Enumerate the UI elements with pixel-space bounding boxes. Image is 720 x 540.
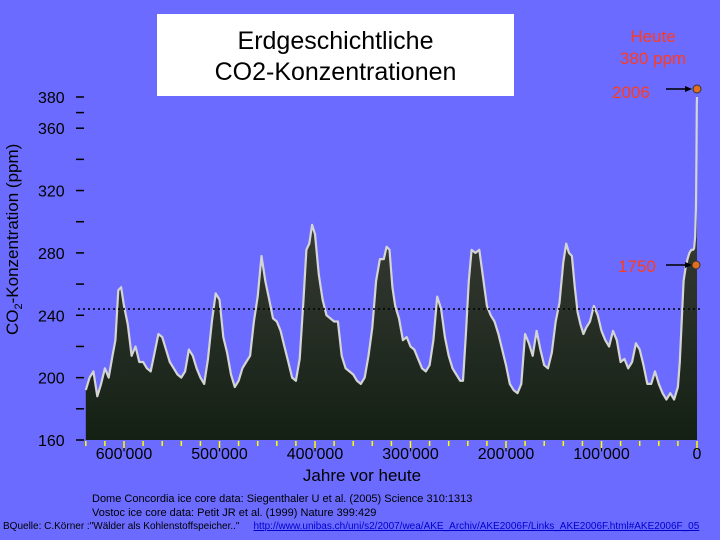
y-tick-label-200: 200 <box>38 371 65 388</box>
x-tick-label-0: 0 <box>693 446 702 463</box>
arrowhead-2006 <box>685 86 692 92</box>
x-tick-label-500'000: 500'000 <box>191 446 248 463</box>
x-tick-label-400'000: 400'000 <box>287 446 344 463</box>
y-tick-label-320: 320 <box>38 184 65 201</box>
annotation-380ppm: 380 ppm <box>620 49 686 68</box>
y-tick-label-280: 280 <box>38 246 65 263</box>
source-link[interactable]: http://www.unibas.ch/uni/s2/2007/wea/AKE… <box>253 521 700 532</box>
x-axis-label: Jahre vor heute <box>303 466 421 485</box>
y-tick-label-360: 360 <box>38 121 65 138</box>
chart-title: Erdgeschichtliche CO2-Konzentrationen <box>214 27 457 86</box>
marker-1750 <box>691 260 701 270</box>
source-line: BQuelle: C.Körner :"Wälder als Kohlensto… <box>3 521 699 532</box>
y-tick-label-160: 160 <box>38 433 65 450</box>
source-label: BQuelle: C.Körner :"Wälder als Kohlensto… <box>3 521 240 532</box>
co2-line <box>84 96 699 401</box>
y-tick-label-240: 240 <box>38 308 65 325</box>
annotation-2006: 2006 <box>612 83 650 102</box>
arrowhead-1750 <box>685 262 692 268</box>
annotation-1750: 1750 <box>618 257 656 276</box>
co2-area <box>85 97 698 440</box>
annotation-heute: Heute <box>630 27 675 46</box>
y-axis-label: CO2-Konzentration (ppm) <box>3 144 25 335</box>
x-tick-label-600'000: 600'000 <box>96 446 153 463</box>
credit-line-1: Dome Concordia ice core data: Siegenthal… <box>92 493 473 505</box>
x-tick-label-300'000: 300'000 <box>382 446 439 463</box>
x-tick-label-100'000: 100'000 <box>573 446 630 463</box>
title-box: Erdgeschichtliche CO2-Konzentrationen <box>157 14 514 96</box>
x-tick-label-200'000: 200'000 <box>478 446 535 463</box>
marker-2006 <box>692 84 702 94</box>
credit-line-2: Vostoc ice core data: Petit JR et al. (1… <box>92 507 377 519</box>
y-tick-label-380: 380 <box>38 90 65 107</box>
